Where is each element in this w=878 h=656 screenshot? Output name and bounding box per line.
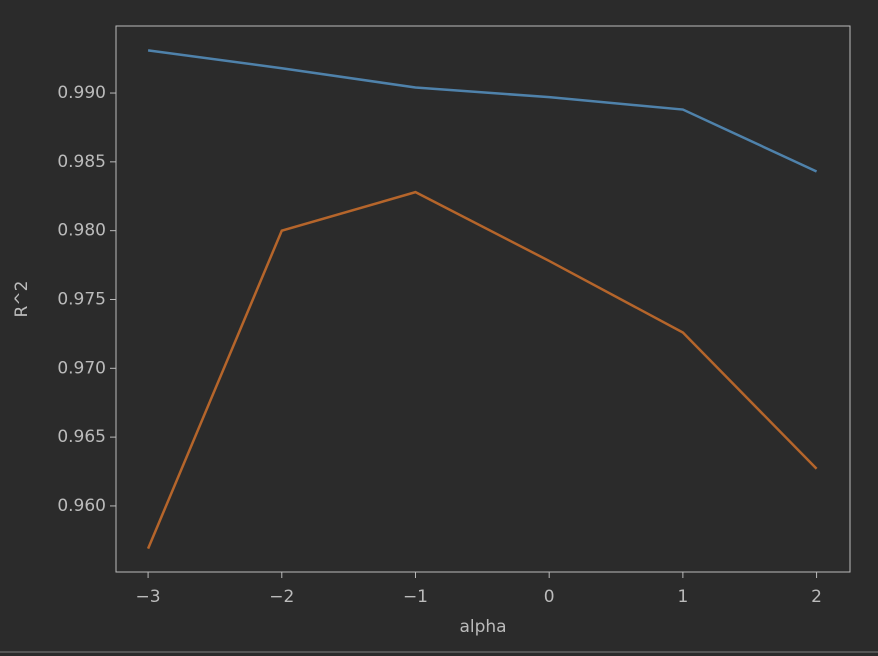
x-tick-label: 1 [677,587,688,607]
x-tick-label: 0 [544,587,555,607]
data-line [146,190,818,550]
y-tick-label: 0.990 [57,83,106,103]
x-tick-label: 2 [811,587,822,607]
x-axis-label: alpha [459,617,506,637]
data-line [147,49,818,173]
y-tick-label: 0.970 [57,358,106,378]
y-axis-label: R^2 [12,281,32,318]
y-tick-label: 0.960 [57,496,106,516]
x-tick-label: −1 [403,587,428,607]
y-tick-label: 0.980 [57,221,106,241]
x-tick-label: −3 [136,587,161,607]
y-tick-label: 0.985 [57,152,106,172]
y-tick-label: 0.965 [57,427,106,447]
y-tick-label: 0.975 [57,289,106,309]
x-tick-label: −2 [269,587,294,607]
